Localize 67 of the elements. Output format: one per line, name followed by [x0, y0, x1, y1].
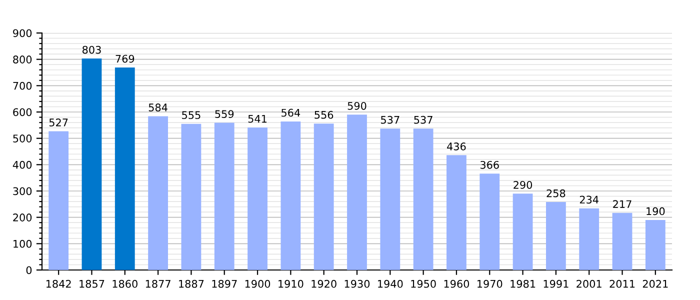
bar: [148, 116, 168, 270]
bar: [280, 121, 301, 270]
y-tick-label: 100: [14, 240, 32, 248]
x-tick-label: 1900: [245, 280, 270, 288]
data-label: 537: [381, 116, 400, 124]
x-tick-label: 1940: [378, 280, 403, 288]
bar: [248, 128, 268, 270]
bar: [380, 128, 400, 270]
data-label: 803: [82, 46, 101, 54]
data-label: 217: [613, 200, 632, 208]
y-tick-label: 900: [13, 29, 32, 38]
data-label: 541: [248, 115, 267, 123]
x-tick-label: 1920: [312, 280, 336, 288]
y-tick-label: 300: [13, 187, 32, 196]
bar: [612, 212, 632, 270]
x-tick-label: 2021: [642, 280, 668, 288]
bar: [114, 67, 135, 270]
bar: [214, 122, 234, 270]
data-label: 555: [182, 111, 200, 120]
bar: [413, 128, 434, 270]
bar: [314, 124, 334, 270]
x-tick-label: 1930: [344, 280, 370, 288]
data-label: 584: [148, 104, 168, 112]
y-tick-label: 500: [13, 134, 32, 142]
data-label: 290: [514, 180, 532, 189]
bar: [645, 220, 666, 270]
y-tick-label: 200: [13, 214, 32, 222]
x-tick-label: 2001: [576, 280, 602, 288]
bar: [546, 202, 566, 270]
y-tick-label: 800: [13, 56, 32, 64]
bar: [446, 155, 466, 270]
data-label: 366: [480, 160, 499, 169]
x-tick-label: 2011: [610, 280, 635, 288]
x-tick-label: 1877: [146, 280, 170, 288]
bar: [512, 194, 533, 270]
bar: [181, 124, 202, 270]
data-label: 564: [282, 108, 300, 117]
x-tick-label: 1981: [510, 280, 536, 288]
x-tick-label: 1960: [444, 280, 470, 288]
data-label: 590: [348, 102, 366, 110]
x-tick-label: 1897: [212, 280, 237, 288]
x-tick-label: 1857: [80, 280, 104, 288]
data-label: 556: [314, 110, 334, 119]
x-tick-label: 1910: [278, 280, 304, 288]
data-label: 234: [580, 196, 598, 204]
x-tick-label: 1991: [544, 280, 568, 288]
y-tick-label: 400: [12, 160, 32, 169]
data-label: 190: [646, 207, 665, 216]
data-label: 527: [49, 118, 68, 126]
bar: [579, 208, 600, 270]
y-tick-label: 700: [13, 82, 32, 90]
data-label: 769: [116, 54, 134, 63]
x-tick-label: 1842: [46, 280, 71, 288]
bar: [347, 114, 367, 270]
data-label: 559: [215, 110, 234, 118]
x-tick-label: 1887: [179, 280, 204, 288]
x-tick-label: 1970: [478, 280, 502, 288]
y-tick-label: 0: [26, 266, 32, 274]
y-tick-label: 600: [13, 108, 32, 116]
bar: [480, 174, 500, 270]
bar: [82, 58, 102, 270]
x-tick-label: 1950: [411, 280, 436, 288]
bar: [48, 131, 69, 270]
x-tick-label: 1860: [112, 280, 138, 288]
data-label: 537: [414, 116, 432, 124]
data-label: 258: [546, 189, 566, 198]
data-label: 436: [447, 142, 466, 150]
